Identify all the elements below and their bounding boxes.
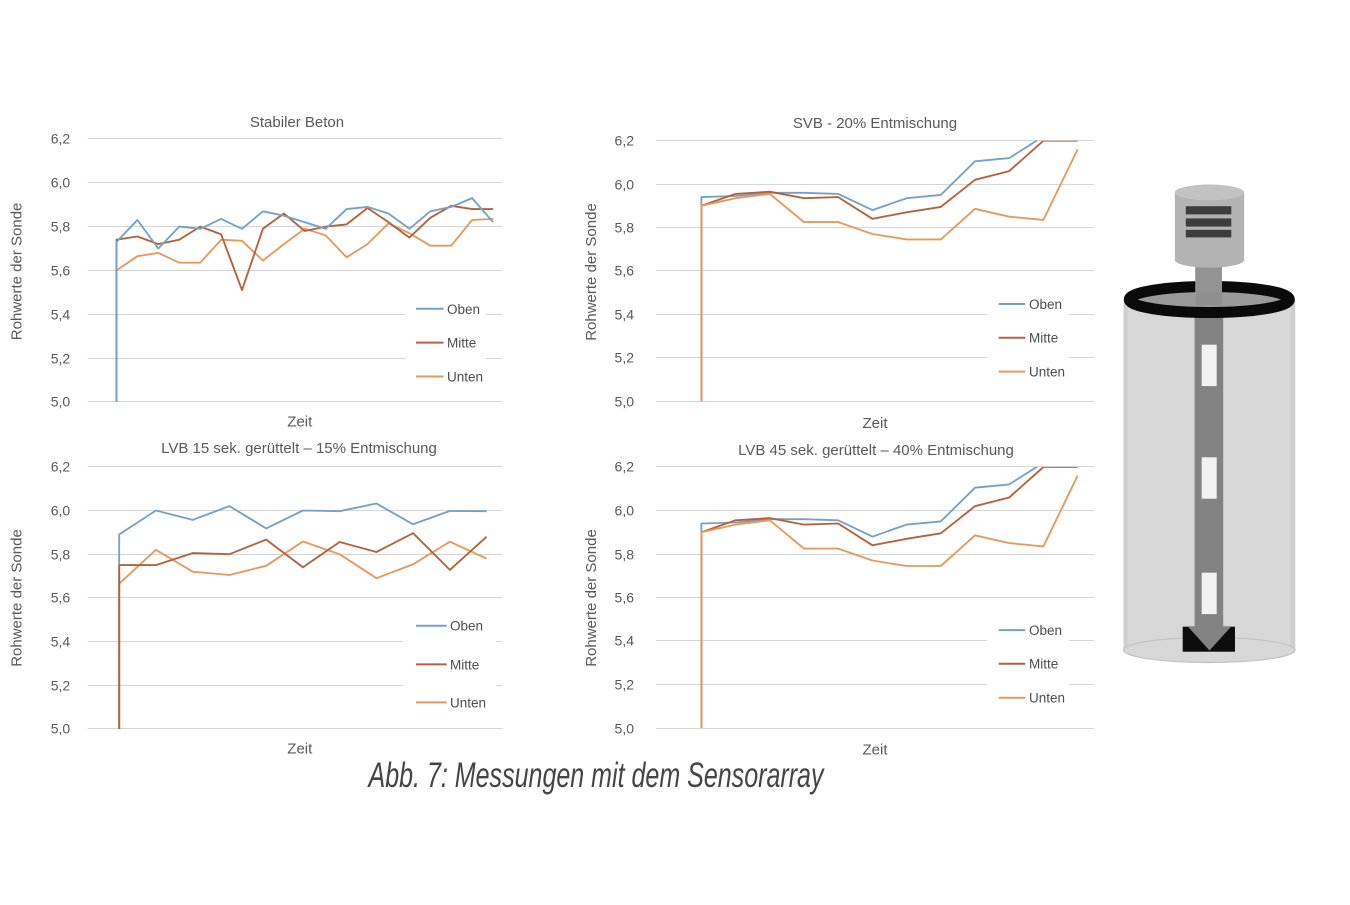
svg-text:5,6: 5,6 <box>51 263 71 279</box>
svg-text:Mitte: Mitte <box>450 657 479 672</box>
svg-text:Rohwerte der Sonde: Rohwerte der Sonde <box>9 203 26 341</box>
svg-text:5,2: 5,2 <box>51 351 71 367</box>
svg-text:SVB - 20% Entmischung: SVB - 20% Entmischung <box>793 115 957 132</box>
svg-text:Unten: Unten <box>450 695 486 710</box>
svg-text:Zeit: Zeit <box>862 415 888 432</box>
svg-text:5,2: 5,2 <box>615 350 635 366</box>
svg-text:6,0: 6,0 <box>615 503 635 519</box>
svg-text:6,0: 6,0 <box>615 177 635 193</box>
svg-text:6,0: 6,0 <box>51 175 71 191</box>
svg-text:Unten: Unten <box>1029 691 1065 706</box>
svg-text:Rohwerte der Sonde: Rohwerte der Sonde <box>583 529 600 667</box>
svg-text:Rohwerte der Sonde: Rohwerte der Sonde <box>583 203 600 341</box>
svg-text:5,4: 5,4 <box>51 307 71 323</box>
svg-text:5,8: 5,8 <box>51 547 71 563</box>
svg-text:5,6: 5,6 <box>615 263 635 279</box>
svg-text:LVB 15 sek. gerüttelt – 15% En: LVB 15 sek. gerüttelt – 15% Entmischung <box>161 440 437 457</box>
svg-text:6,0: 6,0 <box>51 503 71 519</box>
svg-text:5,4: 5,4 <box>615 307 635 323</box>
svg-text:6,2: 6,2 <box>615 459 635 475</box>
svg-text:LVB 45 sek. gerüttelt – 40% En: LVB 45 sek. gerüttelt – 40% Entmischung <box>738 442 1014 459</box>
svg-text:Oben: Oben <box>447 302 480 317</box>
svg-text:Mitte: Mitte <box>1029 331 1058 346</box>
svg-text:Oben: Oben <box>450 619 483 634</box>
svg-text:Abb. 7: Messungen mit dem Sens: Abb. 7: Messungen mit dem Sensorarray <box>367 756 825 795</box>
svg-text:6,2: 6,2 <box>51 459 71 475</box>
svg-text:Zeit: Zeit <box>862 742 888 759</box>
svg-text:Zeit: Zeit <box>287 414 313 431</box>
svg-text:5,4: 5,4 <box>615 633 635 649</box>
svg-text:5,8: 5,8 <box>615 220 635 236</box>
svg-text:5,2: 5,2 <box>51 678 71 694</box>
svg-text:Oben: Oben <box>1029 297 1062 312</box>
svg-text:Zeit: Zeit <box>287 741 313 758</box>
svg-text:Oben: Oben <box>1029 623 1062 638</box>
svg-text:5,8: 5,8 <box>615 547 635 563</box>
svg-text:5,4: 5,4 <box>51 634 71 650</box>
svg-text:Mitte: Mitte <box>447 336 476 351</box>
svg-text:5,0: 5,0 <box>51 394 71 410</box>
svg-text:Unten: Unten <box>447 370 483 385</box>
svg-text:Rohwerte der Sonde: Rohwerte der Sonde <box>9 529 26 667</box>
svg-text:Unten: Unten <box>1029 365 1065 380</box>
svg-text:5,6: 5,6 <box>51 590 71 606</box>
svg-text:6,2: 6,2 <box>615 133 635 149</box>
svg-text:5,2: 5,2 <box>615 677 635 693</box>
svg-text:5,8: 5,8 <box>51 219 71 235</box>
svg-text:Mitte: Mitte <box>1029 657 1058 672</box>
svg-text:Stabiler Beton: Stabiler Beton <box>250 114 344 131</box>
svg-text:5,6: 5,6 <box>615 590 635 606</box>
svg-text:5,0: 5,0 <box>51 721 71 737</box>
svg-text:5,0: 5,0 <box>615 721 635 737</box>
svg-text:6,2: 6,2 <box>51 131 71 147</box>
svg-text:5,0: 5,0 <box>615 394 635 410</box>
